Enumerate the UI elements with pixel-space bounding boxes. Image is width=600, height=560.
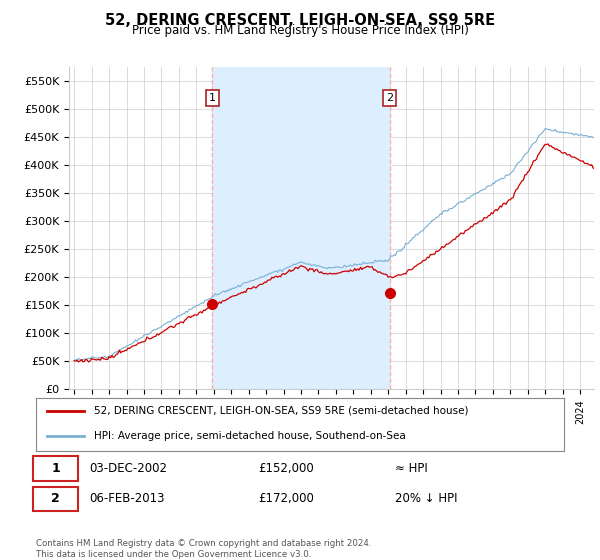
Text: 2: 2 <box>52 492 60 506</box>
FancyBboxPatch shape <box>34 487 78 511</box>
Text: 1: 1 <box>209 93 216 103</box>
Bar <box>212 67 390 389</box>
Text: 52, DERING CRESCENT, LEIGH-ON-SEA, SS9 5RE (semi-detached house): 52, DERING CRESCENT, LEIGH-ON-SEA, SS9 5… <box>94 406 469 416</box>
Text: 1: 1 <box>52 461 60 475</box>
Text: Contains HM Land Registry data © Crown copyright and database right 2024.
This d: Contains HM Land Registry data © Crown c… <box>36 539 371 559</box>
Text: £152,000: £152,000 <box>258 461 314 475</box>
FancyBboxPatch shape <box>34 456 78 480</box>
Text: 06-FEB-2013: 06-FEB-2013 <box>89 492 164 506</box>
Text: ≈ HPI: ≈ HPI <box>395 461 428 475</box>
Text: 03-DEC-2002: 03-DEC-2002 <box>89 461 167 475</box>
Text: 20% ↓ HPI: 20% ↓ HPI <box>395 492 458 506</box>
Text: Price paid vs. HM Land Registry's House Price Index (HPI): Price paid vs. HM Land Registry's House … <box>131 24 469 36</box>
Text: 2: 2 <box>386 93 394 103</box>
Text: HPI: Average price, semi-detached house, Southend-on-Sea: HPI: Average price, semi-detached house,… <box>94 431 406 441</box>
Text: £172,000: £172,000 <box>258 492 314 506</box>
Text: 52, DERING CRESCENT, LEIGH-ON-SEA, SS9 5RE: 52, DERING CRESCENT, LEIGH-ON-SEA, SS9 5… <box>105 13 495 28</box>
